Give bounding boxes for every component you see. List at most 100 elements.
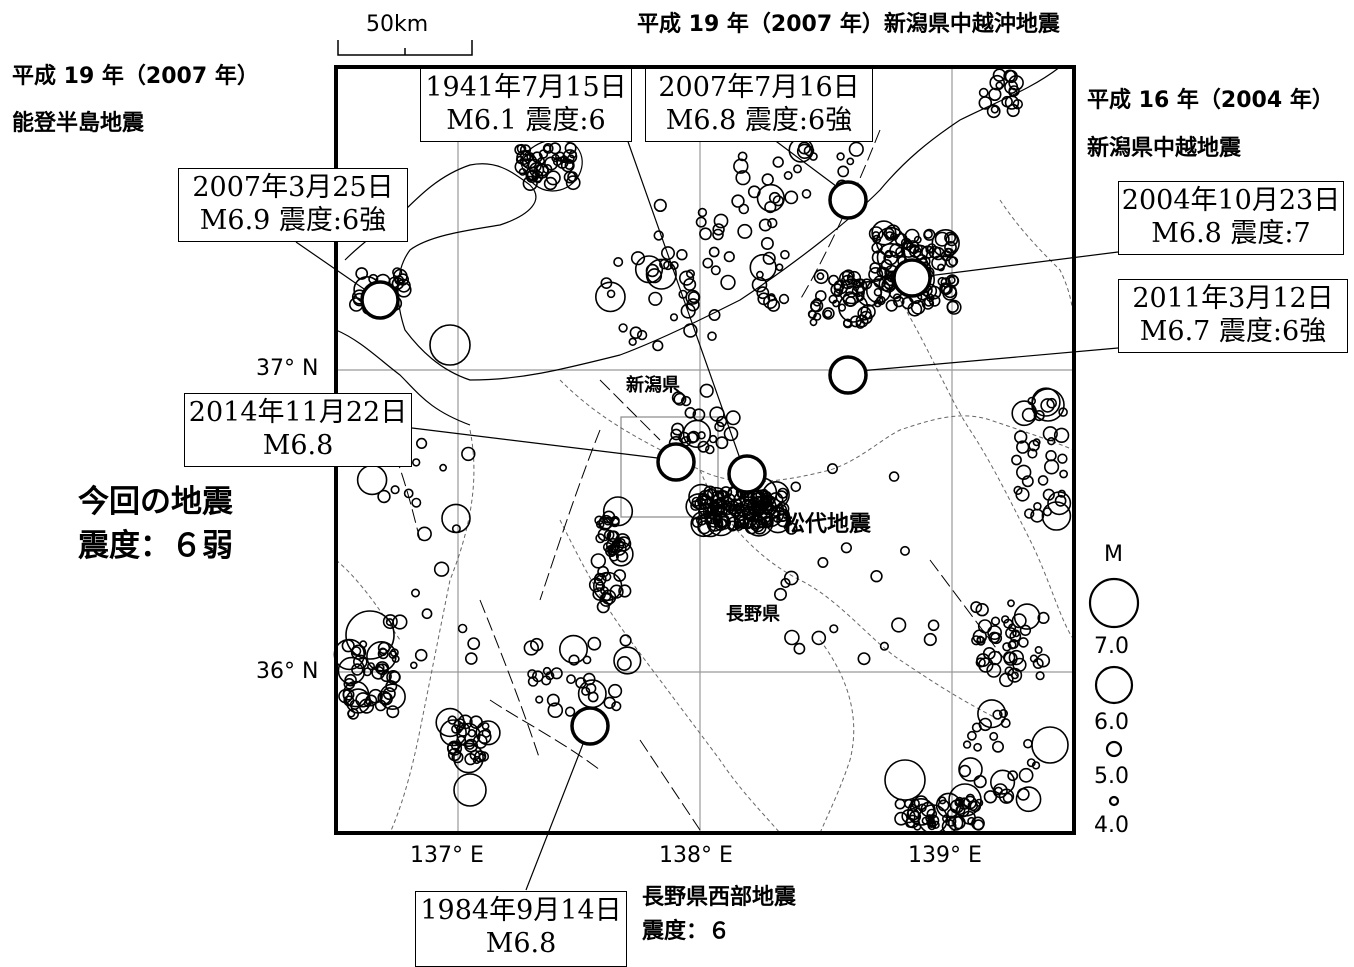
quake-circle — [1043, 459, 1060, 475]
quake-circle — [456, 735, 467, 746]
quake-circle — [1007, 599, 1015, 608]
quake-circle — [713, 213, 729, 229]
quake-circle — [992, 709, 1003, 720]
quake-circle — [934, 231, 950, 247]
quake-circle — [514, 144, 526, 156]
quake-circle — [901, 296, 915, 310]
title-chuetsu-line1: 平成 16 年（2004 年） — [1087, 88, 1334, 113]
quake-circle — [760, 515, 774, 529]
quake-circle — [673, 392, 687, 406]
quake-circle — [1002, 792, 1014, 804]
quake-circle — [1031, 761, 1041, 770]
quake-circle — [1015, 487, 1030, 502]
title-chuetsu-oki: 平成 19 年（2007 年）新潟県中越沖地震 — [637, 12, 1060, 37]
quake-circle — [451, 741, 461, 751]
quake-circle — [1054, 494, 1067, 507]
graticule — [336, 67, 1074, 833]
quake-circle — [527, 669, 537, 679]
quake-circle — [759, 498, 769, 508]
quake-circle — [813, 312, 822, 321]
quake-2004-chuetsu — [892, 258, 932, 298]
quake-circle — [937, 276, 947, 287]
quake-circle — [475, 720, 501, 746]
quake-circle — [377, 489, 391, 504]
quake-circle — [1013, 485, 1023, 496]
quake-circle — [385, 618, 394, 627]
current-quake-intensity: 震度：６弱 — [78, 528, 233, 564]
quake-circle — [439, 463, 447, 472]
quake-circle — [822, 307, 835, 320]
quake-circle — [1007, 770, 1019, 782]
quake-circle — [628, 337, 637, 346]
quake-circle — [737, 151, 748, 162]
quake-circle — [708, 246, 720, 258]
quake-circle — [680, 395, 692, 407]
quake-circle — [1011, 671, 1019, 680]
legend-m7: 7.0 — [1094, 634, 1129, 659]
quake-circle — [845, 285, 858, 298]
event-box-2014: 2014年11月22日 M6.8 — [184, 393, 412, 467]
quake-circle — [860, 304, 876, 320]
event-box-2004: 2004年10月23日 M6.8 震度:7 — [1118, 181, 1344, 255]
quake-circle — [1018, 767, 1034, 783]
quake-circle — [409, 661, 418, 670]
quake-circle — [773, 587, 787, 601]
quake-circle — [921, 816, 930, 825]
quake-circle — [796, 143, 813, 160]
quake-circle — [1033, 501, 1042, 511]
quake-circle — [880, 259, 893, 271]
quake-circle — [1027, 448, 1038, 459]
quake-circle — [1002, 642, 1012, 652]
quake-circle — [977, 699, 1007, 729]
quake-circle — [527, 676, 539, 687]
quake-circle — [846, 157, 855, 166]
event-box-2014-detail: M6.8 — [262, 430, 334, 461]
quake-circle — [722, 502, 735, 516]
quake-circle — [653, 230, 664, 241]
quake-circle — [587, 691, 599, 703]
quake-circle — [720, 274, 736, 291]
quake-circle — [990, 632, 1003, 645]
quake-circle — [1059, 469, 1068, 479]
quake-circle — [379, 692, 393, 706]
quake-circle — [355, 267, 369, 280]
quake-circle — [683, 323, 698, 338]
quake-circle — [801, 189, 812, 199]
quake-circle — [1032, 438, 1041, 447]
quake-circle — [723, 426, 739, 442]
quake-circle — [477, 729, 492, 744]
quake-circle — [1004, 666, 1015, 677]
quake-circle — [731, 194, 745, 208]
title-chuetsu-line2: 新潟県中越地震 — [1087, 136, 1242, 161]
quake-circle — [1013, 430, 1028, 444]
quake-circle — [613, 646, 642, 675]
quake-circle — [967, 730, 977, 741]
quake-2007-chuetsu-oki — [828, 180, 868, 220]
quake-circle — [446, 740, 463, 756]
title-noto-line2: 能登半島地震 — [12, 111, 145, 136]
quake-circle — [685, 289, 701, 305]
quake-circle — [885, 299, 898, 312]
search-area-rect — [620, 416, 719, 518]
quake-circle — [457, 714, 473, 730]
quake-2007-noto — [360, 280, 400, 320]
quake-circle — [978, 87, 989, 98]
quake-circle — [1046, 397, 1057, 409]
quake-circle — [546, 693, 560, 707]
quake-circle — [1028, 439, 1040, 452]
quake-circle-medium — [948, 783, 982, 817]
quake-circle — [575, 677, 587, 689]
quake-circle — [816, 272, 825, 281]
quake-circle — [1034, 645, 1043, 654]
quake-circle — [761, 173, 774, 186]
quake-circle — [535, 695, 544, 704]
title-nagano-seibu-line2: 震度：６ — [642, 919, 731, 944]
quake-circle — [783, 570, 799, 586]
quake-circle — [619, 634, 632, 647]
quake-circle — [683, 277, 697, 291]
quake-circle — [708, 308, 721, 321]
quake-circle — [411, 497, 422, 508]
quake-circle — [1007, 640, 1017, 650]
quake-circle — [595, 519, 605, 529]
quake-circle — [837, 165, 850, 178]
